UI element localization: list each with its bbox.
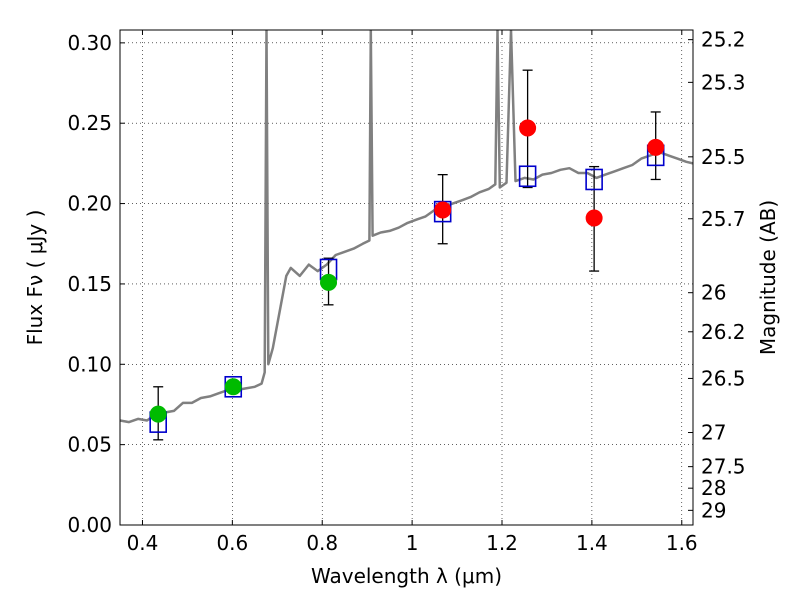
nir-photometry-point — [647, 138, 665, 156]
y-axis-label: Flux Fν ( μJy ) — [23, 210, 47, 346]
tick-layer: 0.4 0.6 0.8 1 1.2 1.4 1.6 0.00 0.05 0.10 0.15 0.20 0… — [67, 28, 745, 555]
y-tick-label: 0.15 — [67, 272, 112, 296]
mag-tick-label: 27.5 — [701, 455, 746, 479]
x-tick-label: 1.6 — [666, 531, 698, 555]
optical-photometry-point — [149, 405, 167, 423]
mag-tick-label: 26 — [701, 281, 726, 305]
grid-layer — [120, 30, 693, 525]
mag-tick-label: 26.2 — [701, 320, 746, 344]
optical-photometry-point — [320, 273, 338, 291]
mag-tick-label: 28 — [701, 476, 726, 500]
x-tick-label: 0.4 — [127, 531, 159, 555]
plot-frame — [119, 29, 694, 526]
model-photometry-square — [585, 168, 603, 191]
nir-photometry-point — [434, 201, 452, 219]
y-tick-label: 0.05 — [67, 433, 112, 457]
marker-layer — [149, 119, 665, 433]
x-tick-label: 1.2 — [486, 531, 518, 555]
x-tick-label: 0.6 — [216, 531, 248, 555]
model-spectrum-line — [120, 30, 693, 424]
mag-tick-label: 26.5 — [701, 366, 746, 390]
mag-tick-label: 25.5 — [701, 145, 746, 169]
x-tick-label: 1.4 — [576, 531, 608, 555]
optical-photometry-point — [224, 378, 242, 396]
x-tick-label: 1 — [406, 531, 419, 555]
nir-photometry-point — [585, 209, 603, 227]
model-photometry-square — [518, 165, 537, 188]
y-tick-label: 0.00 — [67, 513, 112, 537]
spectrum-layer — [120, 30, 693, 424]
x-axis-label: Wavelength λ (μm) — [311, 564, 502, 588]
mag-tick-label: 25.7 — [701, 207, 746, 231]
y2-axis-label: Magnitude (AB) — [756, 200, 780, 355]
mag-tick-label: 25.3 — [701, 70, 746, 94]
x-tick-label: 0.8 — [306, 531, 338, 555]
y-tick-label: 0.10 — [67, 352, 112, 376]
y-tick-label: 0.20 — [67, 192, 112, 216]
mag-tick-label: 29 — [701, 498, 726, 522]
y-tick-label: 0.30 — [67, 31, 112, 55]
y-tick-label: 0.25 — [67, 111, 112, 135]
mag-tick-label: 25.2 — [701, 28, 746, 52]
mag-tick-label: 27 — [701, 421, 726, 445]
nir-photometry-point — [519, 119, 537, 137]
